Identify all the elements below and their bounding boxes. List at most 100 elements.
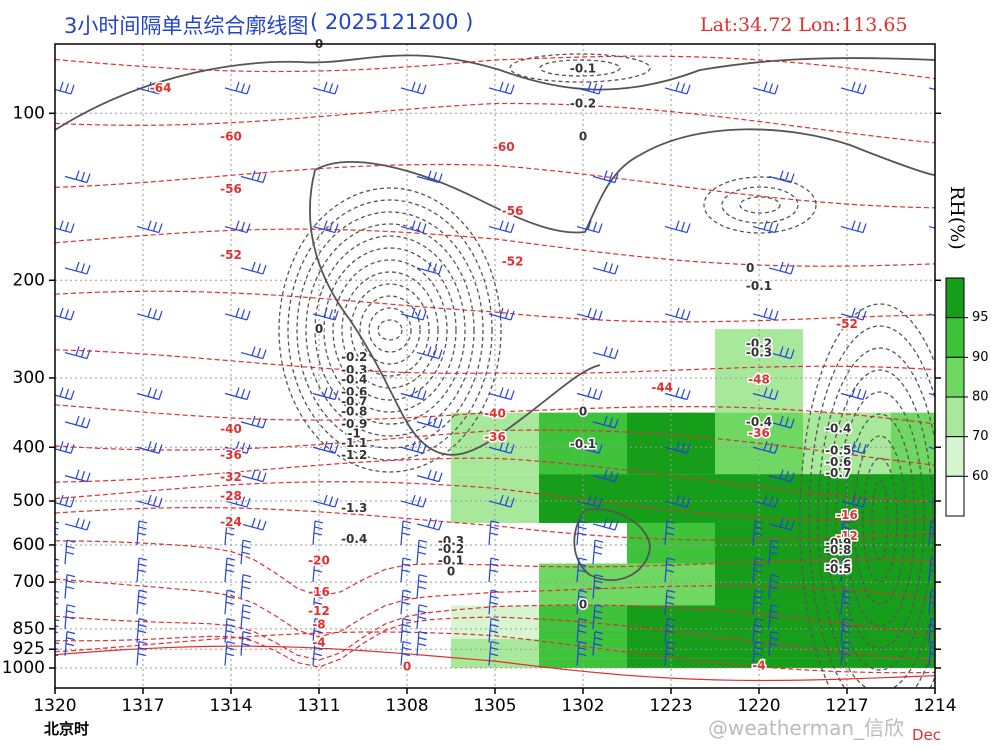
wind-barb-feather xyxy=(55,570,59,573)
wind-barb-feather xyxy=(856,496,862,506)
wind-barb-feather xyxy=(790,472,795,482)
x-tick-label: 1311 xyxy=(297,696,340,716)
y-tick-label: 700 xyxy=(13,572,45,592)
wind-barb-feather xyxy=(138,646,147,651)
wind-barb-feather xyxy=(80,347,86,358)
wind-barb-feather xyxy=(951,224,954,233)
wind-barb-feather xyxy=(686,310,691,321)
wind-barb-feather xyxy=(226,624,235,628)
wind-barb-feather xyxy=(946,644,954,646)
wind-barb-feather xyxy=(226,595,235,599)
wind-barb-feather xyxy=(432,417,438,427)
wind-barb-feather xyxy=(64,221,70,232)
wind-barb-feather xyxy=(956,171,959,180)
wind-barb-feather xyxy=(65,643,75,647)
wind-barb-feather xyxy=(675,387,680,397)
wind-barb-feather xyxy=(490,563,499,567)
wind-barb-feather xyxy=(328,442,334,452)
wind-barb-feather xyxy=(598,444,603,454)
wind-barb-feather xyxy=(251,346,256,356)
wind-barb-feather xyxy=(235,494,240,505)
wind-barb-feather xyxy=(147,81,152,92)
chart-title: 3小时间隔单点综合廓线图 xyxy=(64,14,309,38)
wind-barb-feather xyxy=(411,387,416,397)
wind-barb-feather xyxy=(592,83,598,93)
temperature-label: -48 xyxy=(748,373,770,387)
wind-barb-feather xyxy=(946,222,949,231)
wind-barb-feather xyxy=(225,601,235,605)
wind-barb-feather xyxy=(86,173,91,183)
wind-barb-feather xyxy=(323,81,328,92)
wind-barb-feather xyxy=(774,444,779,454)
wind-barb-feather xyxy=(66,631,76,635)
wind-barb-feather xyxy=(226,557,236,561)
wind-barb-feather xyxy=(70,84,75,95)
wind-barb-feather xyxy=(416,83,422,93)
wind-barb-feather xyxy=(578,557,588,561)
omega-contour xyxy=(808,325,935,688)
omega-zero-line xyxy=(309,169,601,456)
wind-barb-feather xyxy=(592,221,598,232)
wind-barb-feather xyxy=(427,469,432,479)
wind-barb-feather xyxy=(490,589,500,593)
wind-barb-feather xyxy=(490,646,499,651)
wind-barb-feather xyxy=(594,631,604,635)
wind-barb-feather xyxy=(784,347,790,358)
colorbar-swatch xyxy=(945,436,965,477)
temperature-label: -24 xyxy=(220,515,242,529)
wind-barb-feather xyxy=(851,307,856,318)
wind-barb-feather xyxy=(603,469,608,479)
wind-barb-feather xyxy=(334,497,339,508)
y-tick-label: 850 xyxy=(13,619,45,639)
wind-barb-feather xyxy=(962,172,965,181)
omega-contour xyxy=(853,435,907,605)
wind-barb-feather xyxy=(55,631,59,634)
wind-barb-feather xyxy=(313,630,323,634)
wind-barb-feather xyxy=(763,81,768,92)
wind-barb-feather xyxy=(328,309,334,319)
wind-barb-feather xyxy=(328,221,334,232)
wind-barb-feather xyxy=(862,84,867,95)
omega-label: -0.7 xyxy=(341,395,367,409)
wind-barb-feather xyxy=(504,221,510,232)
wind-barb-feather xyxy=(608,263,614,273)
wind-barb-feather xyxy=(614,520,619,531)
wind-barb-feather xyxy=(754,520,764,524)
time-axis-label: 北京时 xyxy=(44,720,90,738)
wind-barb-feather xyxy=(256,519,262,529)
wind-barb-feather xyxy=(70,223,75,233)
wind-barb-feather xyxy=(675,494,680,505)
wind-barb-feather xyxy=(80,171,86,182)
temperature-line xyxy=(55,645,935,682)
wind-barb-feather xyxy=(594,604,604,608)
wind-barb-feather xyxy=(578,526,587,530)
wind-barb-feather xyxy=(323,441,328,451)
omega-label: -0.4 xyxy=(825,421,851,435)
wind-barb-feather xyxy=(75,346,80,356)
wind-barb-feather xyxy=(967,521,970,530)
omega-label: -0.4 xyxy=(341,373,367,387)
wind-barb-feather xyxy=(779,261,784,272)
temperature-label: 0 xyxy=(403,659,411,673)
wind-barb-feather xyxy=(489,601,499,605)
wind-barb-feather xyxy=(438,264,443,275)
wind-barb-feather xyxy=(967,174,970,183)
temperature-label: -8 xyxy=(312,618,325,632)
wind-barb-feather xyxy=(262,418,267,429)
wind-barb-feather xyxy=(842,618,852,622)
wind-barb-feather xyxy=(75,415,80,426)
wind-barb-feather xyxy=(241,586,251,590)
wind-barb-feather xyxy=(665,630,675,634)
temperature-line xyxy=(55,578,935,638)
omega-contour xyxy=(323,247,457,413)
wind-barb-feather xyxy=(956,518,959,527)
wind-barb-feather xyxy=(75,170,80,180)
wind-barb-feather xyxy=(510,444,515,454)
wind-barb-feather xyxy=(510,390,515,400)
wind-barb-feather xyxy=(842,526,851,530)
wind-barb-feather xyxy=(422,84,427,95)
wind-barb-feather xyxy=(432,470,438,481)
wind-barb-feather xyxy=(763,220,768,230)
wind-barb-staff xyxy=(928,225,935,229)
wind-barb-feather xyxy=(598,310,603,321)
